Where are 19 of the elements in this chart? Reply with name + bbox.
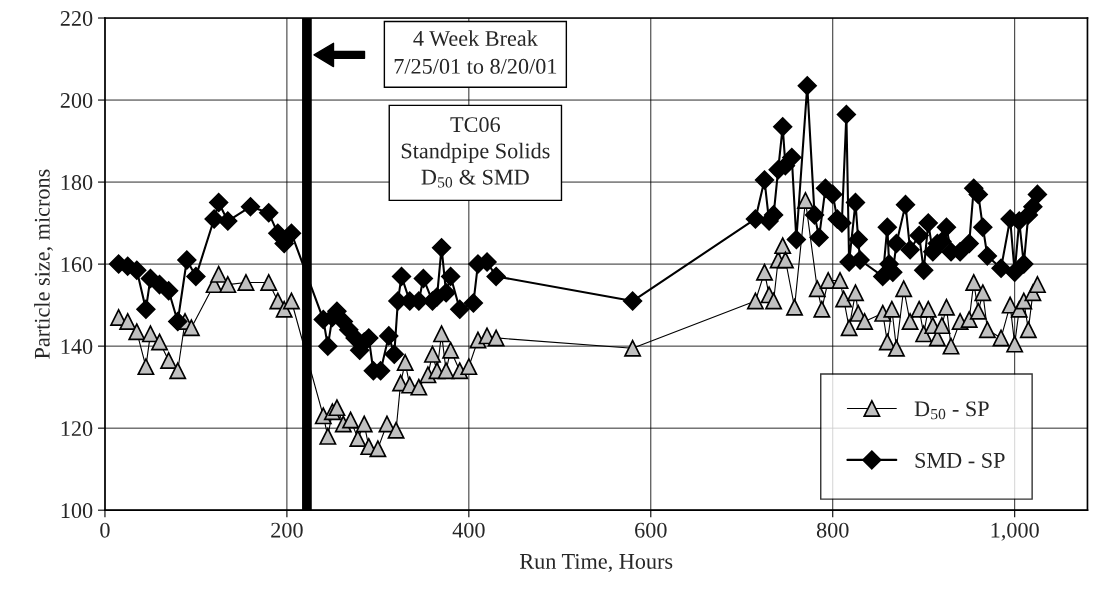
y-axis-title: Particle size, microns xyxy=(34,169,53,359)
x-tick-label: 0 xyxy=(100,522,110,538)
x-tick-label: 600 xyxy=(635,522,667,538)
x-tick-label: 200 xyxy=(271,522,303,538)
y-tick-label: 160 xyxy=(61,257,93,273)
x-tick-label: 800 xyxy=(816,522,849,538)
x-tick-label: 1,000 xyxy=(991,522,1039,541)
y-tick-label: 220 xyxy=(60,10,93,26)
x-tick-label: 400 xyxy=(452,522,485,538)
y-tick-label: 140 xyxy=(61,339,93,355)
legend-label: D$_{50}$ - SP xyxy=(914,401,989,420)
text: TC06 Standpipe Solids D$_{50}$ & SMD xyxy=(401,117,550,188)
y-tick-label: 200 xyxy=(60,92,93,108)
y-tick-label: 180 xyxy=(61,175,93,191)
annotation: 4 Week Break 7/25/01 to 8/20/01 xyxy=(394,30,557,74)
y-tick-label: 120 xyxy=(61,421,93,437)
y-tick-label: 100 xyxy=(61,503,93,519)
legend-label: SMD - SP xyxy=(915,452,1005,468)
x-axis-title: Run Time, Hours xyxy=(519,553,673,573)
